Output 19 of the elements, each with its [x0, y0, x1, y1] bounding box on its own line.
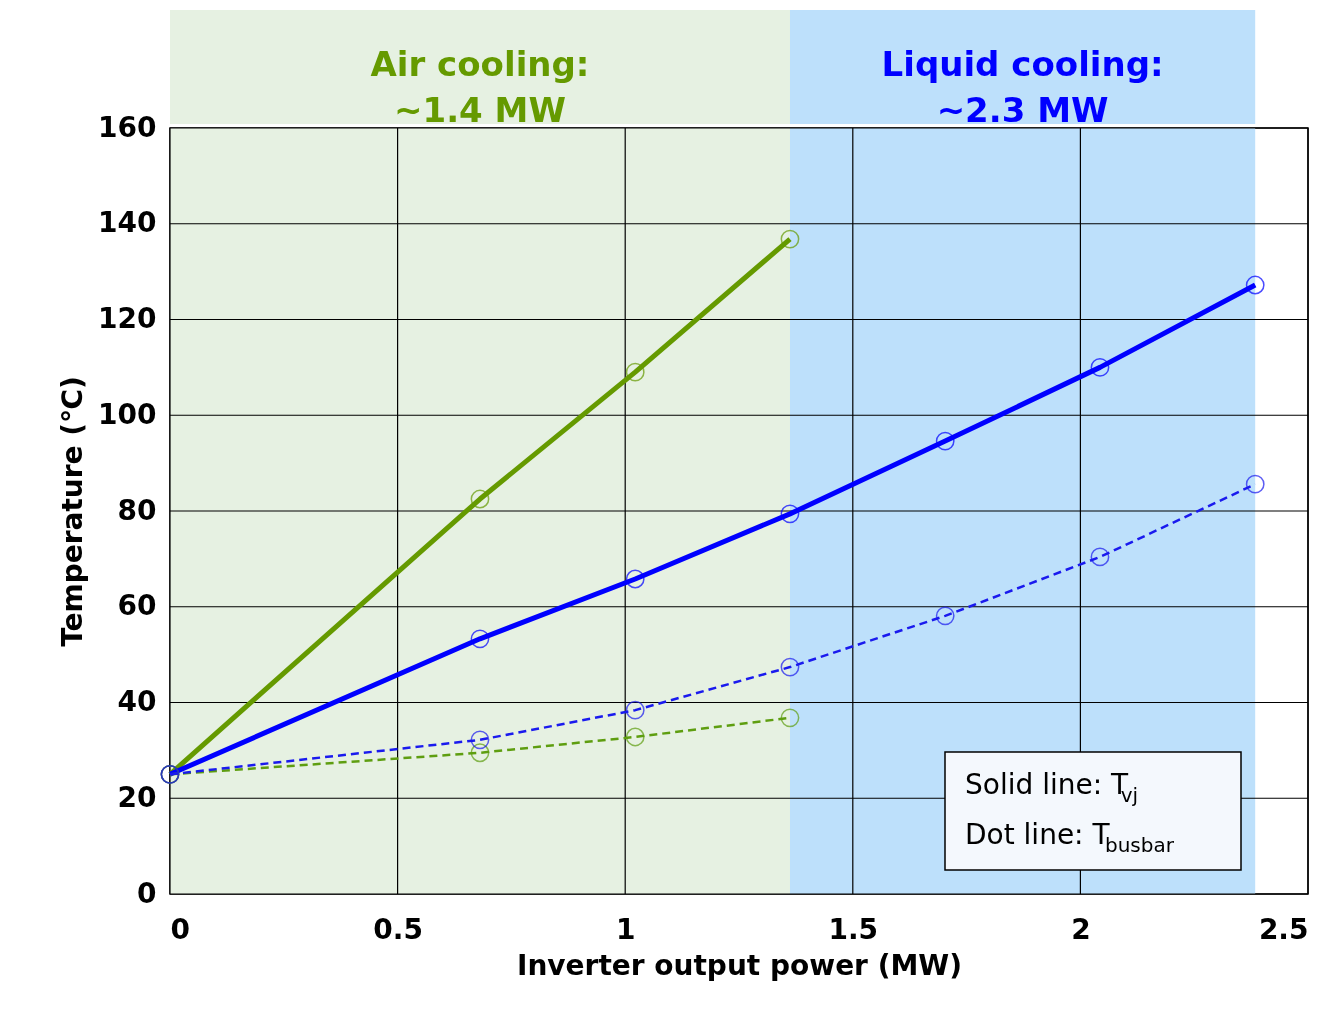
- x-tick-label: 0: [170, 912, 190, 946]
- x-tick-label: 0.5: [373, 912, 423, 946]
- x-axis-title: Inverter output power (MW): [516, 948, 963, 982]
- x-tick-label: 1.5: [828, 912, 879, 946]
- y-tick-label: 80: [117, 493, 157, 527]
- y-tick-label: 100: [98, 397, 157, 431]
- x-tick-label: 2.5: [1258, 912, 1309, 946]
- y-axis-title: Temperature (℃): [56, 376, 90, 647]
- y-tick-label: 40: [117, 685, 157, 718]
- y-tick-label: 60: [117, 589, 157, 623]
- band-label: Liquid cooling: ~2.3 MW: [881, 44, 1164, 130]
- y-tick-label: 140: [98, 206, 157, 240]
- y-tick-label: 20: [117, 780, 157, 814]
- y-tick-label: 0: [137, 876, 157, 910]
- y-tick-label: 120: [98, 302, 157, 335]
- band-label: Air cooling: ~1.4 MW: [370, 44, 590, 130]
- x-tick-label: 1: [615, 912, 636, 946]
- x-tick-label: 2: [1071, 912, 1091, 946]
- y-tick-label: 160: [98, 110, 157, 144]
